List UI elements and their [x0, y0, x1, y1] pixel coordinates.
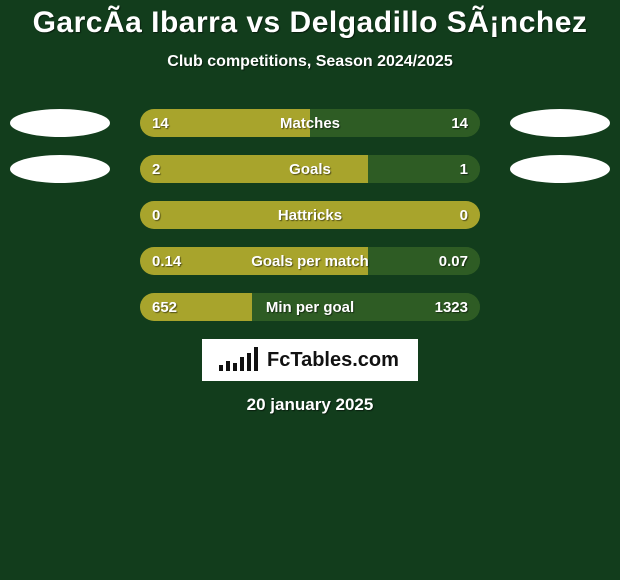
team-badge-right — [510, 109, 610, 137]
stat-row: 0.140.07Goals per match — [0, 247, 620, 275]
comparison-title: GarcÃ­a Ibarra vs Delgadillo SÃ¡nchez — [0, 0, 620, 39]
stat-label: Min per goal — [140, 293, 480, 321]
stat-row: 00Hattricks — [0, 201, 620, 229]
comparison-rows: 1414Matches 21Goals 00Hattricks 0.140.07Goa… — [0, 109, 620, 321]
stat-row: 1414Matches — [0, 109, 620, 137]
stat-label: Matches — [140, 109, 480, 137]
svg-text:FcTables.com: FcTables.com — [267, 349, 399, 371]
stat-label: Goals — [140, 155, 480, 183]
comparison-infographic: GarcÃ­a Ibarra vs Delgadillo SÃ¡nchez Cl… — [0, 0, 620, 580]
comparison-date: 20 january 2025 — [0, 395, 620, 415]
comparison-subtitle: Club competitions, Season 2024/2025 — [0, 53, 620, 71]
stat-label: Goals per match — [140, 247, 480, 275]
team-badge-left — [10, 109, 110, 137]
stat-label: Hattricks — [140, 201, 480, 229]
stat-row: 6521323Min per goal — [0, 293, 620, 321]
team-badge-right — [510, 155, 610, 183]
stat-bar: 6521323Min per goal — [140, 293, 480, 321]
stat-bar: 21Goals — [140, 155, 480, 183]
stat-bar: 0.140.07Goals per match — [140, 247, 480, 275]
stat-bar: 1414Matches — [140, 109, 480, 137]
team-badge-left — [10, 155, 110, 183]
stat-bar: 00Hattricks — [140, 201, 480, 229]
fctables-logo-icon: FcTables.com — [215, 345, 405, 375]
brand-badge: FcTables.com — [202, 339, 418, 381]
stat-row: 21Goals — [0, 155, 620, 183]
